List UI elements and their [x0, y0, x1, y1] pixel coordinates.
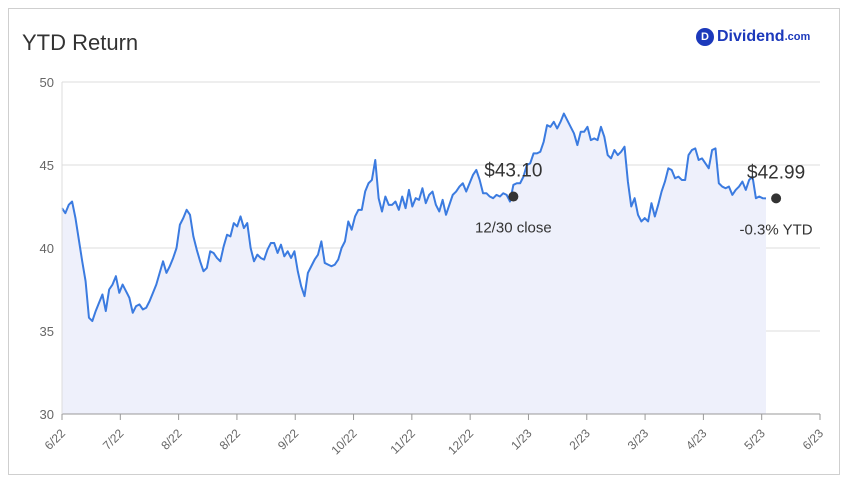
x-tick-label: 4/23 — [683, 426, 710, 453]
logo-badge-icon: D — [696, 28, 714, 46]
x-tick-label: 2/23 — [566, 426, 593, 453]
logo-name: Dividend — [717, 28, 785, 45]
x-tick-label: 5/23 — [741, 426, 768, 453]
logo-suffix: .com — [784, 31, 811, 43]
chart-title: YTD Return — [22, 30, 139, 55]
series-area — [62, 113, 766, 414]
x-tick-label: 6/23 — [800, 426, 827, 453]
x-tick-label: 3/23 — [625, 426, 652, 453]
y-tick-label: 40 — [40, 241, 54, 256]
x-tick-label: 8/22 — [217, 426, 244, 453]
x-tick-label: 6/22 — [42, 426, 69, 453]
price-sublabel: 12/30 close — [475, 220, 552, 237]
y-tick-label: 30 — [40, 407, 54, 422]
price-sublabel: -0.3% YTD — [740, 221, 813, 238]
y-tick-label: 45 — [40, 158, 54, 173]
x-tick-label: 7/22 — [100, 426, 127, 453]
close-marker — [771, 193, 782, 204]
x-tick-label: 11/22 — [387, 426, 418, 457]
y-tick-label: 50 — [40, 75, 54, 90]
close-marker — [508, 191, 519, 202]
dividend-logo[interactable]: D Dividend .com — [696, 28, 810, 46]
price-label: $43.10 — [484, 161, 542, 182]
x-tick-label: 8/22 — [158, 426, 185, 453]
x-tick-label: 9/22 — [275, 426, 302, 453]
x-tick-label: 1/23 — [508, 426, 535, 453]
series-line — [61, 112, 767, 323]
price-label: $42.99 — [747, 162, 805, 183]
y-tick-label: 35 — [40, 324, 54, 339]
x-tick-label: 12/22 — [445, 426, 476, 457]
x-tick-label: 10/22 — [329, 426, 360, 457]
